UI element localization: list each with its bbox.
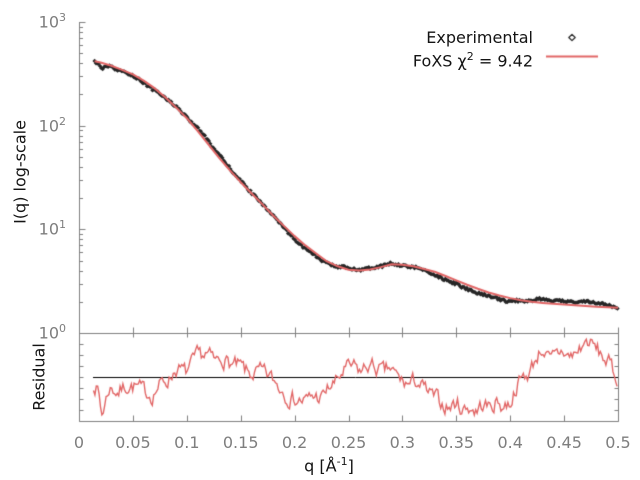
x-tick-label: 0.25 [330,433,367,452]
x-tick-label: 0.4 [497,433,523,452]
x-tick-label: 0.15 [222,433,259,452]
x-tick-label: 0.35 [438,433,475,452]
x-axis-title-text: q [Å [304,456,337,476]
x-axis-title-suffix: ] [347,456,354,476]
y-axis-title: I(q) log-scale [10,120,30,224]
y-tick-label: 101 [38,218,66,239]
x-axis-title-sup: -1 [336,455,348,468]
legend-fit-label: FoXS χ [412,51,467,71]
legend-entry-fit: FoXS χ2 = 9.42 [0,47,533,70]
x-tick-label: 0.5 [605,433,631,452]
x-tick-label: 0.05 [115,433,151,452]
y-tick-label: 103 [38,11,66,32]
y-tick-label: 102 [38,114,66,135]
legend-entry-experimental: Experimental [0,28,533,47]
x-tick-label: 0 [73,433,85,452]
legend-fit-chi-exponent: 2 [466,50,474,63]
x-tick-label: 0.1 [174,433,200,452]
legend-experimental-label: Experimental [426,28,533,47]
x-tick-label: 0.2 [281,433,308,452]
y-tick-label: 100 [38,322,66,343]
x-tick-label: 0.45 [546,433,582,452]
legend-fit-value: = 9.42 [473,51,533,71]
x-axis-title: q [Å-1] [229,455,429,475]
x-tick-label: 0.3 [389,433,416,452]
residual-axis-title: Residual [29,343,49,411]
